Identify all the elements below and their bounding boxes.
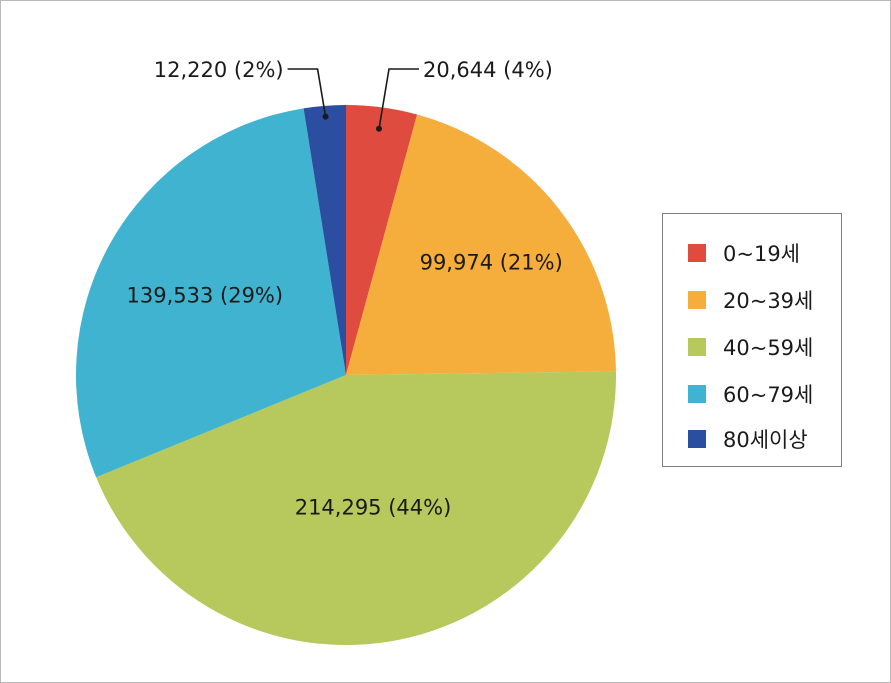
legend-label-1: 20~39세 xyxy=(723,289,814,313)
legend-item-1: 20~39세 xyxy=(688,288,814,313)
legend-label-3: 60~79세 xyxy=(723,383,814,407)
legend-swatch-4 xyxy=(688,430,706,448)
data-label-4: 12,220 (2%) xyxy=(154,58,284,82)
legend-item-4: 80세이상 xyxy=(688,427,808,452)
data-label-0: 20,644 (4%) xyxy=(423,58,553,82)
legend-item-0: 0~19세 xyxy=(688,241,800,266)
legend-label-2: 40~59세 xyxy=(723,336,814,360)
legend-swatch-3 xyxy=(688,385,706,403)
leader-line-4 xyxy=(287,68,327,117)
legend-swatch-1 xyxy=(688,291,706,309)
pie-slice-2 xyxy=(96,371,617,646)
data-label-3: 139,533 (29%) xyxy=(127,284,284,308)
data-labels: 99,974 (21%) 214,295 (44%) 139,533 (29%) 20… xyxy=(127,58,563,519)
data-label-2: 214,295 (44%) xyxy=(295,495,452,519)
legend-label-4: 80세이상 xyxy=(723,428,808,452)
data-label-1: 99,974 (21%) xyxy=(420,251,563,275)
legend-swatch-2 xyxy=(688,338,706,356)
leader-line-0 xyxy=(378,68,420,129)
pie-slice-3 xyxy=(75,108,346,478)
legend-label-0: 0~19세 xyxy=(723,242,800,266)
legend-item-2: 40~59세 xyxy=(688,335,814,360)
legend: 0~19세 20~39세 40~59세 60~79세 80세이상 xyxy=(662,213,842,467)
legend-swatch-0 xyxy=(688,244,706,262)
legend-item-3: 60~79세 xyxy=(688,382,814,407)
pie-slice-0 xyxy=(346,105,418,375)
pie-slice-1 xyxy=(346,114,616,375)
leader-lines xyxy=(287,68,420,132)
pie-slice-4 xyxy=(303,105,346,375)
pie-slices xyxy=(75,105,617,646)
